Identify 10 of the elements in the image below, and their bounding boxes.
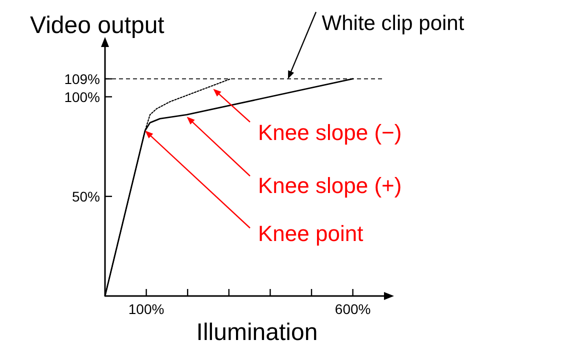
x-tick-label: 600% [334,301,371,317]
y-tick-label: 50% [72,188,100,204]
y-tick-label: 100% [64,88,100,105]
annotation: White clip point [322,12,464,35]
x-axis-title: Illumination [196,319,318,346]
y-tick-label: 109% [64,70,100,87]
annotation: Knee slope (+) [258,173,402,198]
annotation: Knee point [258,221,364,246]
y-axis-title: Video output [30,12,165,39]
annotation: Knee slope (−) [258,120,402,145]
